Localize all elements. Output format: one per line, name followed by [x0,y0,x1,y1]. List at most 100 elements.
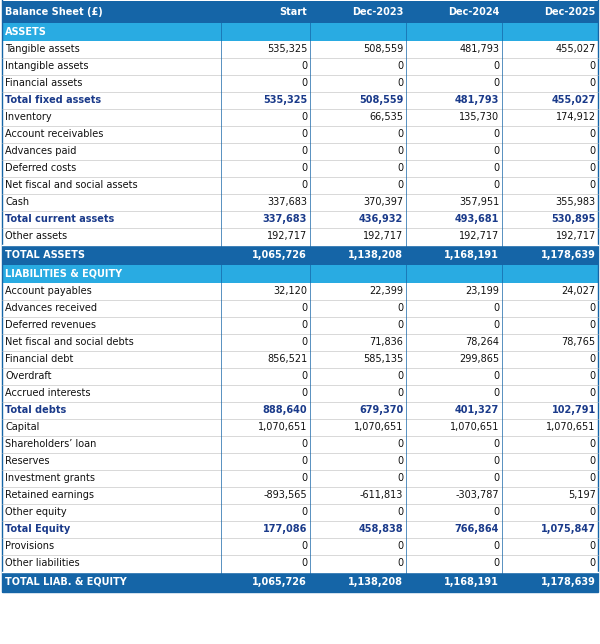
Bar [2,368,598,384]
Text: 0: 0 [301,78,307,88]
Text: Advances paid: Advances paid [5,146,77,156]
Text: 0: 0 [590,558,596,568]
Text: 370,397: 370,397 [363,197,403,207]
Text: Deferred costs: Deferred costs [5,163,77,173]
Bar [2,317,598,334]
Text: 135,730: 135,730 [459,112,499,122]
Text: 1,070,651: 1,070,651 [547,422,596,432]
Text: 1,138,208: 1,138,208 [348,577,403,587]
Text: 355,983: 355,983 [556,197,596,207]
Text: Financial debt: Financial debt [5,354,74,365]
Text: TOTAL ASSETS: TOTAL ASSETS [5,250,85,260]
Text: Provisions: Provisions [5,541,55,551]
Bar [2,487,598,504]
Text: 0: 0 [590,388,596,398]
Bar [2,265,598,283]
Text: Total fixed assets: Total fixed assets [5,95,101,105]
Text: 0: 0 [493,371,499,381]
Text: 455,027: 455,027 [551,95,596,105]
Text: 1,070,651: 1,070,651 [450,422,499,432]
Text: 0: 0 [397,439,403,450]
Text: 0: 0 [493,541,499,551]
Text: Other equity: Other equity [5,507,67,517]
Bar [2,41,598,58]
Text: TOTAL LIAB. & EQUITY: TOTAL LIAB. & EQUITY [5,577,127,587]
Text: 0: 0 [493,303,499,313]
Bar [2,469,598,487]
Text: 0: 0 [493,507,499,517]
Text: 177,086: 177,086 [263,524,307,535]
Bar [2,504,598,521]
Text: Accrued interests: Accrued interests [5,388,91,398]
Text: 24,027: 24,027 [562,286,596,296]
Text: 888,640: 888,640 [263,405,307,415]
Text: 0: 0 [493,456,499,466]
Text: 0: 0 [301,129,307,139]
Text: 1,070,651: 1,070,651 [258,422,307,432]
Text: 0: 0 [590,320,596,330]
Text: 0: 0 [397,558,403,568]
Text: ASSETS: ASSETS [5,26,47,37]
Text: 1,138,208: 1,138,208 [348,250,403,260]
Text: Retained earnings: Retained earnings [5,490,94,500]
Bar [2,334,598,351]
Text: Reserves: Reserves [5,456,50,466]
Bar [2,143,598,160]
Text: 0: 0 [493,163,499,173]
Text: 192,717: 192,717 [556,231,596,242]
Text: Tangible assets: Tangible assets [5,44,80,54]
Text: 0: 0 [590,354,596,365]
Text: 0: 0 [590,473,596,483]
Text: LIABILITIES & EQUITY: LIABILITIES & EQUITY [5,269,122,279]
Bar [2,283,598,299]
Text: 192,717: 192,717 [363,231,403,242]
Bar [2,126,598,143]
Bar [2,58,598,75]
Text: 679,370: 679,370 [359,405,403,415]
Text: -893,565: -893,565 [263,490,307,500]
Bar [2,299,598,317]
Text: 0: 0 [397,320,403,330]
Text: 0: 0 [397,163,403,173]
Text: 102,791: 102,791 [551,405,596,415]
Text: 481,793: 481,793 [455,95,499,105]
Text: 0: 0 [301,439,307,450]
Text: 0: 0 [493,439,499,450]
Text: 481,793: 481,793 [459,44,499,54]
Text: 0: 0 [493,180,499,190]
Text: 0: 0 [590,371,596,381]
Text: 1,168,191: 1,168,191 [445,250,499,260]
Text: Cash: Cash [5,197,29,207]
Text: 0: 0 [493,388,499,398]
Text: 0: 0 [590,180,596,190]
Text: Overdraft: Overdraft [5,371,52,381]
Text: 766,864: 766,864 [455,524,499,535]
Bar [2,75,598,91]
Text: 1,178,639: 1,178,639 [541,250,596,260]
Text: 0: 0 [397,78,403,88]
Bar [2,91,598,109]
Text: 0: 0 [301,320,307,330]
Text: Dec-2024: Dec-2024 [448,6,499,17]
Text: 1,178,639: 1,178,639 [541,577,596,587]
Bar [2,538,598,554]
Text: 0: 0 [397,388,403,398]
Text: 1,075,847: 1,075,847 [541,524,596,535]
Text: 436,932: 436,932 [359,214,403,224]
Text: Deferred revenues: Deferred revenues [5,320,97,330]
Text: 0: 0 [493,558,499,568]
Text: 0: 0 [301,456,307,466]
Text: 0: 0 [493,473,499,483]
Bar [2,402,598,419]
Text: 0: 0 [590,439,596,450]
Bar [2,453,598,469]
Bar [2,572,598,592]
Text: 0: 0 [397,129,403,139]
Text: 0: 0 [493,320,499,330]
Bar [2,23,598,41]
Bar [2,228,598,245]
Text: Intangible assets: Intangible assets [5,61,89,71]
Text: 0: 0 [493,129,499,139]
Text: 0: 0 [301,112,307,122]
Text: 1,065,726: 1,065,726 [253,250,307,260]
